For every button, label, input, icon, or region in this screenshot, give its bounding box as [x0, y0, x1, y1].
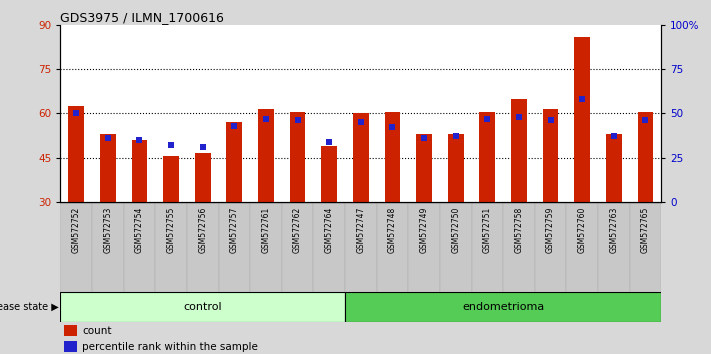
Bar: [226, 122, 242, 202]
Bar: [345, 202, 377, 292]
Bar: [385, 112, 400, 202]
Text: GSM572749: GSM572749: [419, 206, 429, 253]
Text: GSM572751: GSM572751: [483, 206, 492, 252]
Point: [166, 142, 177, 148]
Text: GSM572764: GSM572764: [325, 206, 333, 253]
Text: GSM572757: GSM572757: [230, 206, 239, 253]
Text: GSM572760: GSM572760: [577, 206, 587, 253]
Text: GSM572759: GSM572759: [546, 206, 555, 253]
Text: disease state ▶: disease state ▶: [0, 302, 59, 312]
Text: GSM572758: GSM572758: [515, 206, 523, 252]
Bar: [638, 112, 653, 202]
Text: GSM572761: GSM572761: [262, 206, 270, 252]
Bar: [345, 292, 661, 322]
Point: [418, 135, 429, 141]
Point: [229, 123, 240, 129]
Point: [481, 117, 493, 122]
Bar: [353, 113, 369, 202]
Point: [134, 137, 145, 143]
Point: [356, 119, 367, 125]
Text: endometrioma: endometrioma: [462, 302, 544, 312]
Bar: [289, 112, 306, 202]
Text: GSM572756: GSM572756: [198, 206, 207, 253]
Bar: [321, 146, 337, 202]
Point: [640, 118, 651, 123]
Bar: [574, 36, 590, 202]
Bar: [60, 202, 92, 292]
Text: GSM572762: GSM572762: [293, 206, 302, 252]
Bar: [542, 109, 558, 202]
Bar: [258, 109, 274, 202]
Bar: [511, 98, 527, 202]
Bar: [377, 202, 408, 292]
Point: [102, 135, 114, 141]
Bar: [448, 134, 464, 202]
Point: [197, 144, 208, 150]
Text: GSM572747: GSM572747: [356, 206, 365, 253]
Bar: [440, 202, 471, 292]
Bar: [282, 202, 314, 292]
Text: GSM572755: GSM572755: [166, 206, 176, 253]
Text: GSM572748: GSM572748: [388, 206, 397, 252]
Point: [450, 133, 461, 139]
Bar: [155, 202, 187, 292]
Point: [608, 133, 619, 139]
Bar: [630, 202, 661, 292]
Bar: [250, 202, 282, 292]
Bar: [218, 202, 250, 292]
Bar: [314, 202, 345, 292]
Text: percentile rank within the sample: percentile rank within the sample: [82, 342, 258, 352]
Text: GSM572750: GSM572750: [451, 206, 460, 253]
Bar: [503, 202, 535, 292]
Bar: [416, 134, 432, 202]
Text: GSM572763: GSM572763: [609, 206, 619, 253]
Bar: [60, 292, 345, 322]
Bar: [408, 202, 440, 292]
Bar: [598, 202, 630, 292]
Bar: [124, 202, 155, 292]
Bar: [64, 341, 77, 353]
Bar: [187, 202, 218, 292]
Bar: [132, 140, 147, 202]
Text: GSM572754: GSM572754: [135, 206, 144, 253]
Point: [577, 96, 588, 102]
Bar: [471, 202, 503, 292]
Bar: [535, 202, 567, 292]
Point: [387, 124, 398, 130]
Point: [260, 117, 272, 122]
Bar: [479, 112, 496, 202]
Bar: [195, 153, 210, 202]
Point: [545, 118, 556, 123]
Text: control: control: [183, 302, 222, 312]
Text: count: count: [82, 326, 112, 336]
Text: GSM572765: GSM572765: [641, 206, 650, 253]
Bar: [92, 202, 124, 292]
Bar: [100, 134, 116, 202]
Bar: [68, 106, 84, 202]
Bar: [567, 202, 598, 292]
Point: [513, 114, 525, 120]
Bar: [164, 156, 179, 202]
Point: [292, 118, 304, 123]
Bar: [606, 134, 621, 202]
Text: GDS3975 / ILMN_1700616: GDS3975 / ILMN_1700616: [60, 11, 224, 24]
Point: [324, 139, 335, 144]
Bar: [64, 325, 77, 336]
Text: GSM572753: GSM572753: [103, 206, 112, 253]
Text: GSM572752: GSM572752: [72, 206, 81, 252]
Point: [70, 110, 82, 116]
